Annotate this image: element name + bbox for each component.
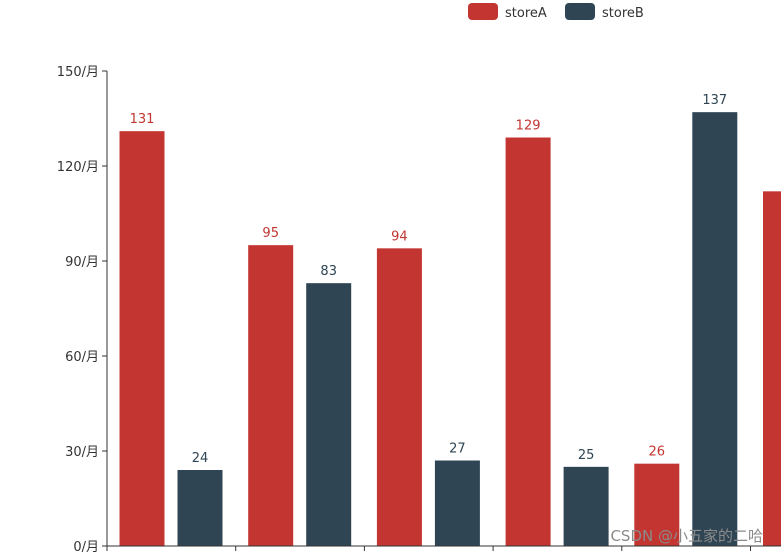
y-tick-label: 150/月 [57,65,99,80]
y-tick-label: 60/月 [65,350,99,365]
data-label-storeA-3: 94 [391,229,408,244]
watermark: CSDN @小五家的二哈 [610,527,763,545]
data-labels: 131959412926124832725137 [130,93,728,466]
bars [119,112,781,547]
data-label-storeA-2: 95 [262,226,279,241]
bar-storeA-1[interactable] [119,131,165,546]
data-label-storeB-3: 27 [449,442,466,457]
legend-item-storeA[interactable]: storeA [468,3,547,21]
y-tick-label: 0/月 [73,540,99,554]
y-tick-label: 120/月 [57,160,99,175]
y-tick-label: 30/月 [65,445,99,460]
legend-label: storeA [505,6,547,21]
data-label-storeB-1: 24 [192,451,209,466]
y-tick-label: 90/月 [65,255,99,270]
legend-swatch [468,3,498,20]
data-label-storeB-2: 83 [320,264,337,279]
data-label-storeB-4: 25 [578,448,595,463]
bar-storeA-5[interactable] [634,463,680,546]
data-label-storeA-4: 129 [516,119,541,134]
data-label-storeA-5: 26 [649,445,666,460]
bar-storeB-5[interactable] [692,112,738,547]
bar-storeA-2[interactable] [248,245,294,546]
axes: 0/月 30/月 60/月 90/月 120/月 150/月 [57,65,781,554]
legend[interactable]: storeA storeB [468,3,644,21]
bar-storeB-3[interactable] [434,460,480,547]
bar-storeA-3[interactable] [376,248,422,547]
legend-swatch [565,3,595,20]
legend-item-storeB[interactable]: storeB [565,3,644,21]
legend-label: storeB [602,6,644,21]
bar-storeA-4[interactable] [505,137,551,547]
bar-storeB-1[interactable] [177,470,223,546]
bar-storeB-2[interactable] [306,283,352,546]
bar-storeB-4[interactable] [563,466,609,546]
data-label-storeB-5: 137 [702,93,727,108]
bar-storeA-6[interactable] [763,191,781,547]
data-label-storeA-1: 131 [130,112,155,127]
